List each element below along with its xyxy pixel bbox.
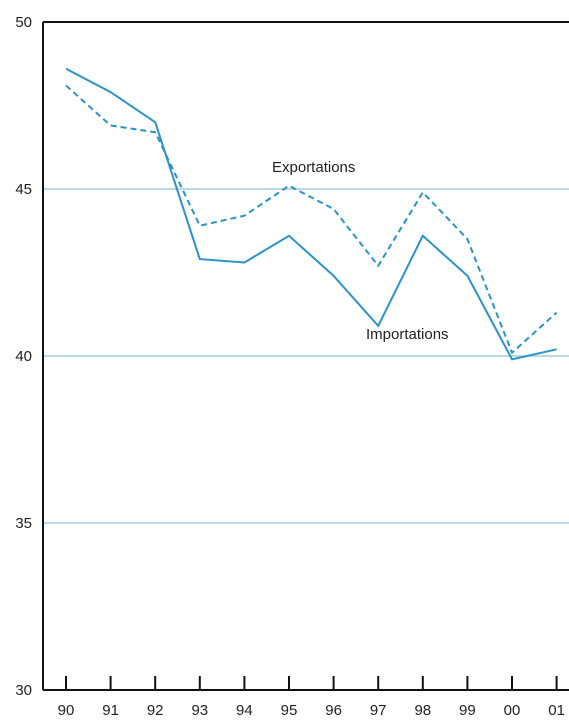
x-tick-label: 93 bbox=[191, 702, 208, 719]
x-tick-label: 90 bbox=[58, 702, 75, 719]
x-tick-label: 91 bbox=[102, 702, 119, 719]
y-tick-label: 40 bbox=[15, 348, 32, 365]
axes: 50 45 40 35 30 90 91 92 93 94 95 96 97 98 99 00 01 bbox=[15, 14, 569, 719]
x-tick-label: 98 bbox=[414, 702, 431, 719]
series-line-importations bbox=[65, 67, 557, 361]
x-tick-label: 00 bbox=[504, 702, 521, 719]
y-tick-label: 50 bbox=[15, 14, 32, 31]
y-tick-label: 30 bbox=[15, 682, 32, 699]
x-tick-label: 94 bbox=[236, 702, 253, 719]
series-lines bbox=[65, 67, 558, 361]
annotation-importations: Importations bbox=[366, 326, 449, 343]
annotation-exportations: Exportations bbox=[272, 159, 355, 176]
x-tick-label: 99 bbox=[459, 702, 476, 719]
x-tick-label: 96 bbox=[325, 702, 342, 719]
grid-lines bbox=[43, 188, 569, 524]
y-tick-label: 45 bbox=[15, 181, 32, 198]
y-tick-label: 35 bbox=[15, 515, 32, 532]
x-tick-label: 01 bbox=[548, 702, 565, 719]
x-tick-label: 95 bbox=[281, 702, 298, 719]
series-line-exportations bbox=[65, 84, 558, 355]
x-tick-label: 92 bbox=[147, 702, 164, 719]
x-tick-label: 97 bbox=[370, 702, 387, 719]
